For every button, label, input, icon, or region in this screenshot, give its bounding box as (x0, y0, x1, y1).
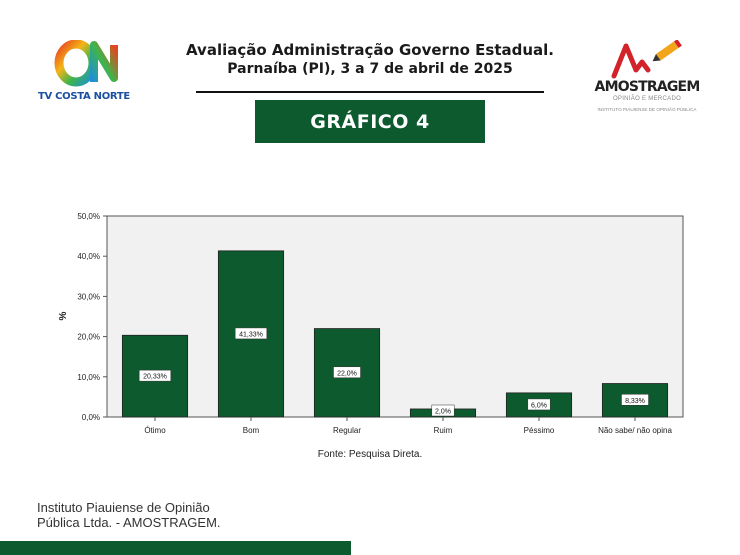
tv-costa-norte-mark (54, 39, 118, 87)
data-label: 6,0% (531, 402, 547, 409)
y-axis: 0,0% 10,0% 20,0% 30,0% 40,0% 50,0% (77, 212, 107, 422)
x-tick-label: Regular (333, 426, 361, 435)
x-axis: Ótimo Bom Regular Ruim Péssimo Não sabe/ não … (144, 417, 672, 435)
data-label: 8,33% (625, 398, 645, 405)
data-label-box (621, 394, 649, 406)
page-subtitle: Parnaíba (PI), 3 a 7 de abril de 2025 (227, 61, 513, 77)
data-label: 41,33% (239, 331, 263, 338)
data-label: 22,0% (337, 370, 357, 377)
y-tick-label: 50,0% (77, 212, 100, 221)
data-label-box (431, 404, 455, 417)
amostragem-tagline: OPINIÃO E MERCADO (612, 96, 682, 102)
bars: 20,33% 41,33% 22,0% 2,0% 6,0% 8,33% (121, 250, 669, 418)
y-tick-label: 10,0% (77, 373, 100, 382)
y-tick-label: 20,0% (77, 333, 100, 342)
page-title: Avaliação Administração Governo Estadual… (185, 41, 555, 59)
x-tick-label: Não sabe/ não opina (598, 426, 672, 435)
plot-area (106, 215, 684, 418)
y-tick-label: 0,0% (82, 413, 100, 422)
x-tick-label: Bom (243, 426, 260, 435)
chart-badge: GRÁFICO 4 (255, 100, 485, 143)
data-label-box (138, 369, 172, 382)
amostragem-mark-icon (611, 39, 682, 79)
footer-line-2: Pública Ltda. - AMOSTRAGEM. (37, 515, 221, 530)
x-tick-label: Ótimo (144, 426, 166, 435)
y-tick-label: 40,0% (77, 252, 100, 261)
amostragem-name: AMOSTRAGEM (594, 79, 701, 95)
bar-chart: 0,0% 10,0% 20,0% 30,0% 40,0% 50,0% 20,33% 41,3… (58, 212, 684, 460)
title-divider (196, 91, 544, 93)
x-tick-label: Ruim (434, 426, 453, 435)
y-tick-label: 30,0% (77, 292, 100, 301)
data-label-box (527, 398, 551, 411)
data-label-box (333, 366, 361, 379)
data-label-box (234, 327, 268, 340)
data-label: 2,0% (435, 409, 451, 416)
tv-costa-norte-label: TV COSTA NORTE (38, 91, 130, 102)
footer-text: Instituto Piauiense de Opinião Pública L… (37, 500, 221, 530)
data-label: 20,33% (143, 374, 167, 381)
footer-accent-bar (0, 541, 351, 555)
amostragem-logo (586, 39, 706, 118)
footer-line-1: Instituto Piauiense de Opinião (37, 500, 210, 515)
tv-costa-norte-logo (36, 39, 148, 106)
x-tick-label: Péssimo (524, 426, 555, 435)
chart-source: Fonte: Pesquisa Direta. (318, 449, 423, 460)
y-axis-label: % (58, 311, 69, 320)
amostragem-institute: INSTITUTO PIAUIENSE DE OPINIÃO PÚBLICA (597, 107, 697, 112)
